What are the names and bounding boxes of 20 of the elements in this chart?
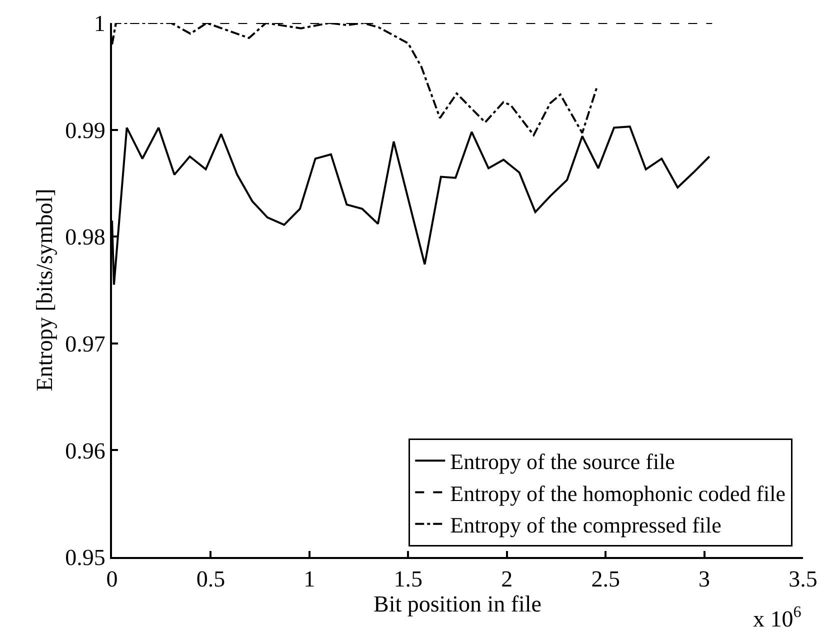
x-tick-label: 1.5 (394, 566, 423, 592)
legend-label: Entropy of the homophonic coded file (450, 480, 786, 506)
y-tick-label: 1 (94, 11, 106, 36)
x-tick-label: 0 (106, 566, 118, 592)
x-axis-title: Bit position in file (373, 592, 542, 617)
y-axis-title: Entropy [bits/symbol] (32, 188, 58, 392)
x-tick-label: 3 (698, 566, 710, 592)
x-tick-label: 2.5 (591, 566, 620, 592)
y-tick-label: 0.95 (65, 545, 106, 570)
y-tick-label: 0.98 (65, 224, 106, 250)
x-tick-label: 1 (304, 566, 316, 592)
legend-label: Entropy of the compressed file (450, 512, 722, 538)
legend-label: Entropy of the source file (450, 449, 675, 474)
y-tick-label: 0.97 (65, 331, 106, 356)
x-tick-label: 0.5 (196, 566, 226, 592)
y-tick-label: 0.96 (65, 438, 106, 464)
text: x 10$^{6}$ (753, 604, 802, 632)
x-tick-label: 3.5 (788, 566, 818, 592)
x-tick-label: 2 (501, 566, 513, 592)
y-tick-label: 0.99 (65, 118, 106, 143)
